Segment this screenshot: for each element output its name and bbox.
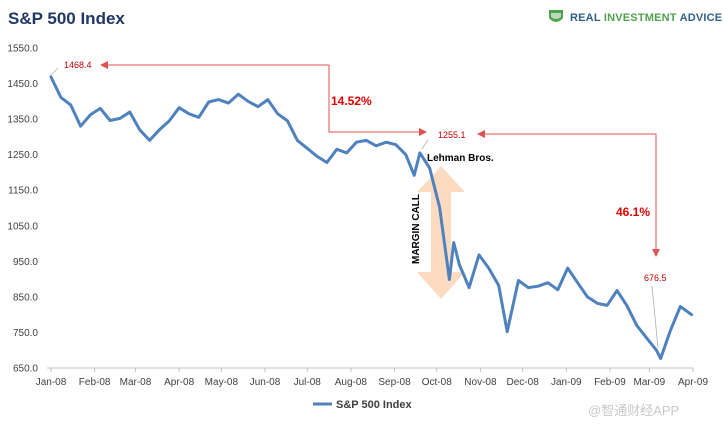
series-layer — [49, 75, 694, 361]
x-tick-label: May-08 — [205, 377, 239, 388]
x-tick-label: Feb-09 — [594, 377, 626, 388]
y-tick-label: 850.0 — [13, 292, 38, 303]
eagle-logo-icon — [549, 10, 563, 22]
annotation-pointers — [49, 67, 659, 349]
margin-call-arrow: MARGIN CALL — [411, 166, 465, 299]
x-tick-label: Jul-08 — [294, 377, 322, 388]
x-tick-label: Mar-09 — [634, 377, 666, 388]
x-tick-label: Apr-08 — [164, 377, 194, 388]
y-tick-label: 1550.0 — [7, 44, 38, 55]
x-tick-label: Aug-08 — [335, 377, 368, 388]
double-arrow-icon — [417, 166, 465, 299]
y-tick-label: 950.0 — [13, 257, 38, 268]
y-tick-label: 1250.0 — [7, 150, 38, 161]
watermark: @智通财经APP — [588, 403, 679, 418]
y-tick-label: 1350.0 — [7, 115, 38, 126]
x-tick-label: Jun-08 — [250, 377, 281, 388]
x-tick-label: Dec-08 — [507, 377, 540, 388]
mid-value-label: 1255.1 — [438, 130, 466, 140]
arrow-left-icon — [477, 130, 485, 138]
y-tick-label: 1150.0 — [8, 186, 38, 197]
x-tick-label: Sep-08 — [378, 377, 411, 388]
drop-percent-label: 14.52% — [331, 94, 372, 108]
lehman-label: Lehman Bros. — [427, 153, 494, 164]
y-tick-label: 1450.0 — [7, 79, 38, 90]
y-tick-label: 1050.0 — [7, 221, 38, 232]
x-tick-label: Nov-08 — [464, 377, 497, 388]
arrow-right-icon — [419, 128, 427, 136]
margin-call-label: MARGIN CALL — [411, 194, 422, 264]
x-tick-label: Jan-08 — [36, 377, 67, 388]
y-tick-label: 750.0 — [13, 328, 38, 339]
start-value-label: 1468.4 — [64, 60, 92, 70]
arrow-down-icon — [652, 249, 660, 257]
x-tick-label: Jan-09 — [551, 377, 582, 388]
legend: S&P 500 Index — [313, 399, 412, 411]
brand-name: REAL INVESTMENT ADVICE — [570, 12, 722, 24]
legend-label: S&P 500 Index — [336, 399, 412, 411]
x-tick-label: Oct-08 — [422, 377, 452, 388]
chart-title: S&P 500 Index — [8, 9, 125, 28]
y-axis: 650.0 750.0 850.0 950.0 1050.0 1150.0 1250.0 13… — [7, 44, 38, 375]
end-value-label: 676.5 — [644, 273, 667, 283]
x-tick-label: Mar-08 — [120, 377, 152, 388]
series-line — [49, 75, 694, 361]
x-axis: Jan-08 Feb-08 Mar-08 Apr-08 May-08 Jun-08 Jul-… — [36, 368, 708, 388]
crash-percent-label: 46.1% — [616, 205, 650, 219]
x-tick-label: Apr-09 — [678, 377, 708, 388]
annotation-arrowheads — [100, 61, 660, 257]
arrow-left-icon — [100, 61, 108, 69]
y-tick-label: 650.0 — [13, 364, 38, 375]
annotation-connectors — [106, 64, 657, 250]
brand-logo: REAL INVESTMENT ADVICE — [549, 10, 722, 24]
x-tick-label: Feb-08 — [79, 377, 111, 388]
